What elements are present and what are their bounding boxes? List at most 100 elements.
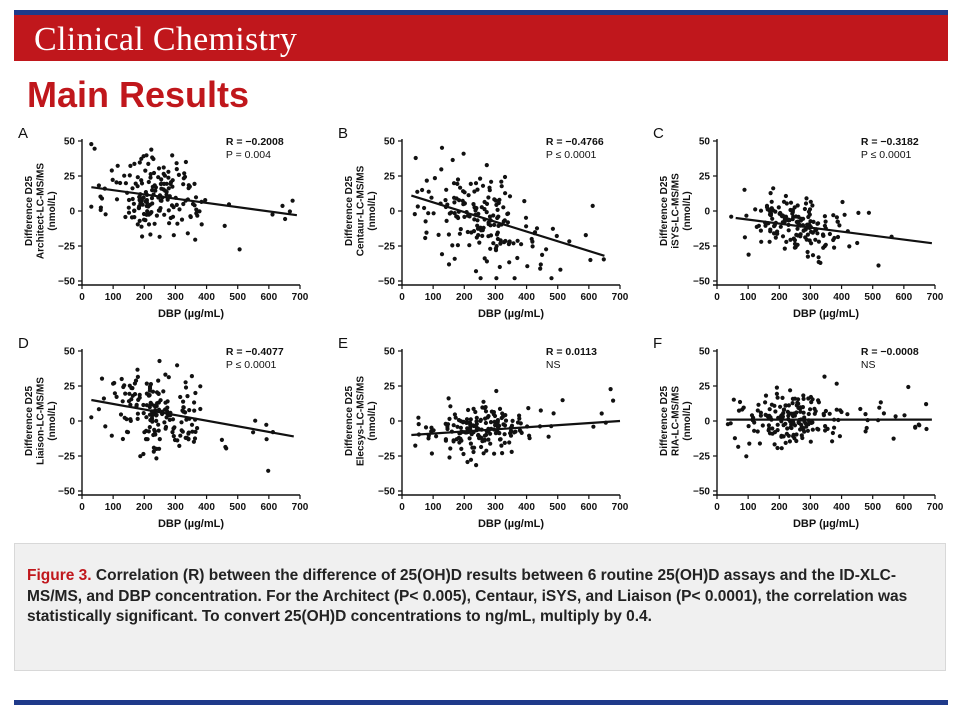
r-value-label: R = 0.0113 (546, 346, 597, 358)
data-point (775, 445, 780, 451)
data-point (847, 244, 852, 249)
x-tick-label: 0 (399, 502, 405, 513)
data-point (834, 215, 839, 220)
data-point (480, 183, 486, 188)
data-point (141, 411, 146, 416)
data-point (505, 211, 510, 217)
data-point (144, 153, 149, 158)
data-point (783, 193, 788, 199)
data-point (413, 443, 418, 448)
x-tick-label: 600 (896, 292, 913, 303)
data-point (511, 241, 516, 246)
data-point (156, 378, 161, 383)
data-point (772, 403, 777, 408)
data-point (197, 209, 202, 214)
data-point (830, 439, 835, 444)
data-point (502, 432, 507, 437)
data-point (161, 171, 166, 176)
data-point (454, 196, 459, 201)
data-point (424, 178, 429, 183)
data-point (151, 432, 156, 438)
data-point (758, 208, 764, 213)
data-point (146, 222, 152, 227)
data-point (170, 417, 176, 422)
data-point (448, 404, 453, 409)
data-point (150, 188, 155, 193)
y-tick-label: −50 (378, 277, 395, 288)
data-point (127, 391, 132, 396)
scatter-chart: B 50 25 0 −25 −50 0 100 200 300 400 500 600 700 DBP (µ… (338, 125, 629, 320)
data-point (510, 418, 515, 423)
data-point (500, 414, 505, 419)
data-point (792, 238, 797, 243)
figure-grid: A 50 25 0 −25 −50 0 100 200 300 400 500 600 700 DBP (µ… (0, 118, 960, 538)
data-point (795, 203, 800, 208)
data-point (736, 444, 741, 449)
data-point (787, 439, 792, 444)
data-point (455, 181, 460, 186)
data-point (146, 204, 151, 209)
x-axis-label: DBP (µg/mL) (478, 518, 544, 530)
data-point (784, 431, 789, 436)
data-point (810, 253, 816, 258)
data-point (461, 151, 466, 156)
data-point (135, 374, 140, 379)
x-tick-label: 700 (612, 502, 629, 513)
x-tick-label: 600 (581, 292, 598, 303)
data-point (446, 396, 451, 401)
data-point (821, 411, 826, 416)
data-point (139, 224, 144, 229)
data-point (488, 233, 494, 238)
data-point (798, 405, 803, 410)
data-point (508, 433, 514, 438)
y-axis-label: Difference D25Elecsys-LC-MS/MS(nmol/L) (344, 376, 378, 466)
data-point (472, 189, 477, 194)
data-point (756, 223, 761, 228)
data-point (782, 246, 787, 251)
data-point (823, 408, 828, 414)
data-point (551, 411, 556, 416)
data-point (484, 210, 489, 215)
data-point (805, 232, 810, 237)
x-tick-label: 500 (549, 502, 566, 513)
data-point (178, 394, 183, 400)
x-tick-label: 500 (549, 292, 566, 303)
data-point (902, 413, 907, 418)
data-point (497, 264, 502, 270)
data-point (134, 402, 139, 407)
data-point (458, 425, 463, 430)
data-point (176, 172, 181, 177)
x-tick-label: 200 (771, 292, 788, 303)
data-point (447, 416, 452, 421)
data-point (153, 188, 158, 193)
data-point (503, 191, 508, 196)
data-point (538, 266, 543, 271)
data-point (189, 422, 195, 427)
data-point (815, 221, 820, 226)
data-point (794, 232, 799, 237)
data-point (143, 190, 148, 195)
data-point (139, 181, 145, 186)
data-point (198, 406, 203, 412)
data-point (485, 415, 490, 420)
data-point (481, 399, 486, 404)
data-point (177, 207, 182, 212)
data-point (89, 204, 94, 209)
data-point (560, 398, 565, 403)
data-point (443, 437, 448, 442)
bottom-rule (14, 700, 948, 705)
data-point (168, 215, 173, 221)
x-tick-label: 200 (136, 292, 153, 303)
data-point (455, 424, 460, 429)
data-point (436, 232, 441, 237)
data-point (554, 233, 559, 239)
y-tick-label: 50 (64, 137, 76, 148)
data-point (863, 412, 868, 417)
p-value-label: NS (861, 359, 876, 371)
panel-letter: F (653, 335, 662, 352)
data-point (522, 199, 527, 204)
regression-line (735, 216, 933, 245)
data-point (775, 395, 780, 400)
data-point (193, 429, 198, 434)
data-point (126, 205, 131, 210)
